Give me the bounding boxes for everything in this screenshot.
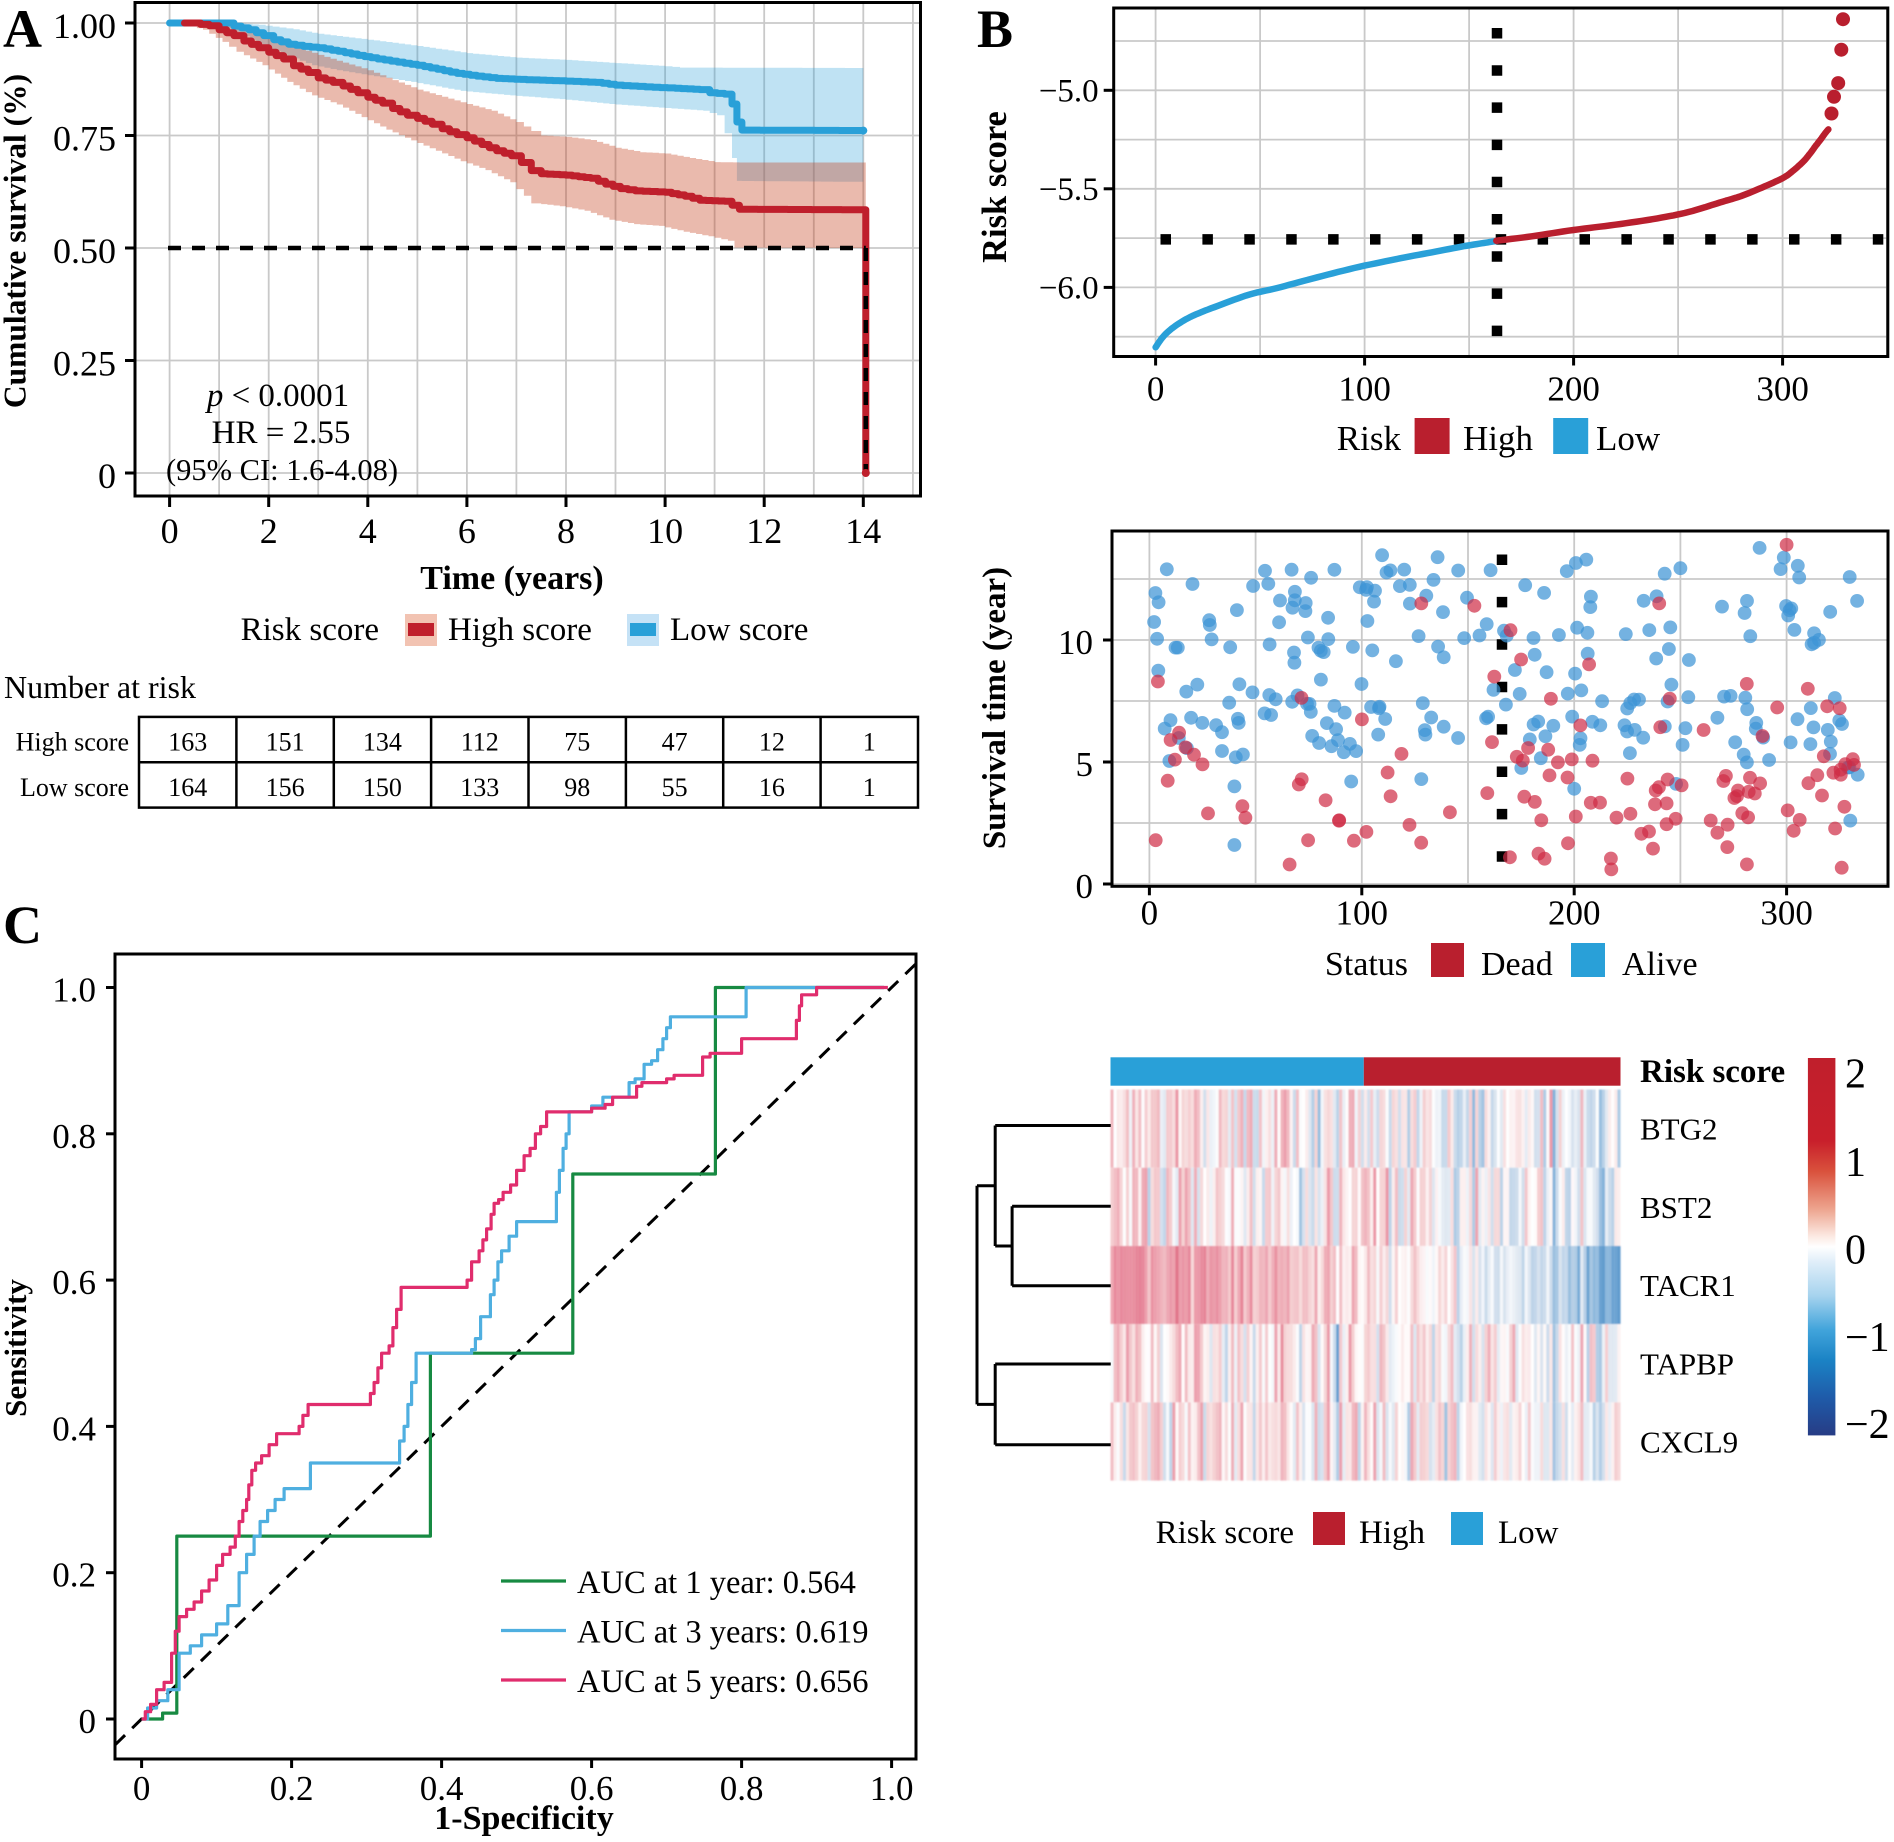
svg-text:100: 100	[1338, 370, 1391, 409]
svg-text:100: 100	[1336, 893, 1389, 932]
svg-text:16: 16	[759, 773, 785, 802]
svg-text:0.8: 0.8	[52, 1117, 96, 1156]
svg-text:200: 200	[1547, 370, 1600, 409]
svg-text:AUC at 3 years: 0.619: AUC at 3 years: 0.619	[577, 1615, 869, 1651]
svg-text:75: 75	[564, 728, 590, 757]
svg-text:1.0: 1.0	[52, 971, 96, 1010]
svg-text:2: 2	[260, 511, 278, 551]
svg-text:Dead: Dead	[1481, 946, 1553, 983]
svg-text:0: 0	[133, 1769, 151, 1808]
svg-text:6: 6	[458, 511, 476, 551]
svg-text:0.4: 0.4	[52, 1409, 96, 1448]
svg-text:Risk score: Risk score	[1640, 1054, 1785, 1090]
svg-text:Sensitivity: Sensitivity	[0, 1279, 33, 1417]
svg-text:47: 47	[662, 728, 688, 757]
svg-text:Risk: Risk	[1337, 419, 1402, 458]
svg-text:−1: −1	[1845, 1315, 1890, 1361]
svg-text:Low score: Low score	[670, 612, 808, 648]
svg-text:151: 151	[266, 728, 305, 757]
svg-text:AUC at 5 years: 0.656: AUC at 5 years: 0.656	[577, 1664, 869, 1700]
svg-text:Time (years): Time (years)	[420, 560, 603, 597]
svg-text:−6.0: −6.0	[1039, 270, 1099, 306]
svg-text:112: 112	[461, 728, 499, 757]
svg-text:300: 300	[1760, 893, 1813, 932]
svg-text:B: B	[977, 0, 1013, 59]
svg-text:Low score: Low score	[20, 773, 129, 802]
svg-text:300: 300	[1756, 370, 1809, 409]
svg-text:Low: Low	[1498, 1515, 1559, 1551]
svg-text:8: 8	[557, 511, 575, 551]
svg-text:1.0: 1.0	[870, 1769, 914, 1808]
svg-text:12: 12	[759, 728, 785, 757]
svg-text:−2: −2	[1845, 1402, 1890, 1448]
svg-text:0.75: 0.75	[53, 119, 116, 159]
svg-text:0: 0	[1147, 370, 1165, 409]
svg-text:Alive: Alive	[1622, 946, 1698, 983]
svg-text:12: 12	[746, 511, 782, 551]
svg-text:2: 2	[1845, 1052, 1866, 1098]
svg-text:High score: High score	[16, 728, 129, 757]
svg-text:0.25: 0.25	[53, 344, 116, 384]
svg-text:High: High	[1463, 419, 1534, 458]
svg-text:134: 134	[363, 728, 402, 757]
svg-text:1: 1	[1845, 1140, 1866, 1186]
svg-text:4: 4	[359, 511, 377, 551]
svg-text:0.4: 0.4	[420, 1769, 464, 1808]
svg-text:BTG2: BTG2	[1640, 1112, 1718, 1147]
svg-text:10: 10	[1058, 623, 1093, 662]
svg-text:1: 1	[863, 728, 876, 757]
svg-text:Risk score: Risk score	[1156, 1515, 1294, 1551]
svg-text:156: 156	[266, 773, 305, 802]
svg-text:0.2: 0.2	[270, 1769, 314, 1808]
svg-text:10: 10	[647, 511, 683, 551]
svg-text:TACR1: TACR1	[1640, 1268, 1736, 1303]
svg-text:0.6: 0.6	[570, 1769, 614, 1808]
svg-text:150: 150	[363, 773, 402, 802]
svg-text:1: 1	[863, 773, 876, 802]
svg-text:0: 0	[1076, 867, 1094, 906]
svg-text:Risk score: Risk score	[976, 111, 1014, 263]
svg-text:Number at risk: Number at risk	[4, 669, 196, 705]
svg-text:Survival time (year): Survival time (year)	[977, 567, 1013, 849]
svg-text:200: 200	[1548, 893, 1601, 932]
svg-text:0: 0	[1141, 893, 1159, 932]
svg-text:55: 55	[662, 773, 688, 802]
svg-text:0.2: 0.2	[52, 1556, 96, 1595]
svg-text:Cumulative survival (%): Cumulative survival (%)	[0, 74, 33, 408]
svg-text:98: 98	[564, 773, 590, 802]
svg-text:A: A	[3, 0, 42, 59]
svg-text:BST2: BST2	[1640, 1190, 1712, 1225]
svg-text:0.6: 0.6	[52, 1263, 96, 1302]
svg-text:High: High	[1359, 1515, 1426, 1551]
svg-text:p < 0.0001: p < 0.0001	[205, 378, 349, 414]
svg-text:CXCL9: CXCL9	[1640, 1425, 1738, 1460]
svg-text:AUC at 1 year: 0.564: AUC at 1 year: 0.564	[577, 1565, 856, 1601]
svg-text:5: 5	[1076, 745, 1094, 784]
svg-text:C: C	[3, 895, 42, 955]
svg-text:0: 0	[79, 1702, 97, 1741]
svg-text:1-Specificity: 1-Specificity	[434, 1800, 613, 1837]
svg-text:133: 133	[460, 773, 499, 802]
svg-text:TAPBP: TAPBP	[1640, 1346, 1734, 1381]
svg-text:164: 164	[168, 773, 207, 802]
svg-text:14: 14	[845, 511, 881, 551]
svg-text:Status: Status	[1325, 946, 1408, 983]
svg-text:High score: High score	[448, 612, 592, 648]
svg-text:(95% CI: 1.6-4.08): (95% CI: 1.6-4.08)	[166, 453, 398, 487]
svg-text:Low: Low	[1596, 419, 1661, 458]
svg-text:0: 0	[98, 456, 116, 496]
svg-text:0: 0	[161, 511, 179, 551]
svg-text:1.00: 1.00	[53, 6, 116, 46]
svg-text:HR = 2.55: HR = 2.55	[212, 415, 351, 451]
svg-text:−5.5: −5.5	[1039, 172, 1099, 208]
svg-text:Risk score: Risk score	[241, 612, 379, 648]
svg-text:0.50: 0.50	[53, 231, 116, 271]
svg-text:0: 0	[1845, 1228, 1866, 1274]
svg-text:−5.0: −5.0	[1039, 73, 1099, 109]
svg-text:0.8: 0.8	[720, 1769, 764, 1808]
svg-text:163: 163	[168, 728, 207, 757]
